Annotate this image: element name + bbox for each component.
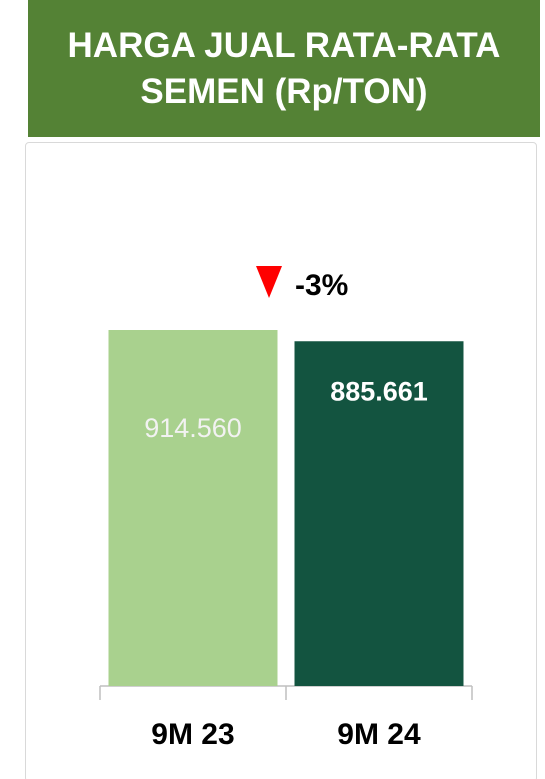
x-tick-label: 9M 23 bbox=[151, 718, 234, 751]
value-label: 914.560 bbox=[144, 413, 242, 443]
bar bbox=[294, 341, 464, 686]
down-arrow bbox=[256, 266, 282, 298]
chart-panel bbox=[25, 142, 537, 779]
change-annotation: -3% bbox=[295, 269, 348, 302]
bar bbox=[108, 330, 278, 686]
value-label: 885.661 bbox=[330, 376, 428, 406]
x-tick-label: 9M 24 bbox=[337, 718, 421, 751]
chart-title: HARGA JUAL RATA-RATA SEMEN (Rp/TON) bbox=[28, 0, 540, 137]
